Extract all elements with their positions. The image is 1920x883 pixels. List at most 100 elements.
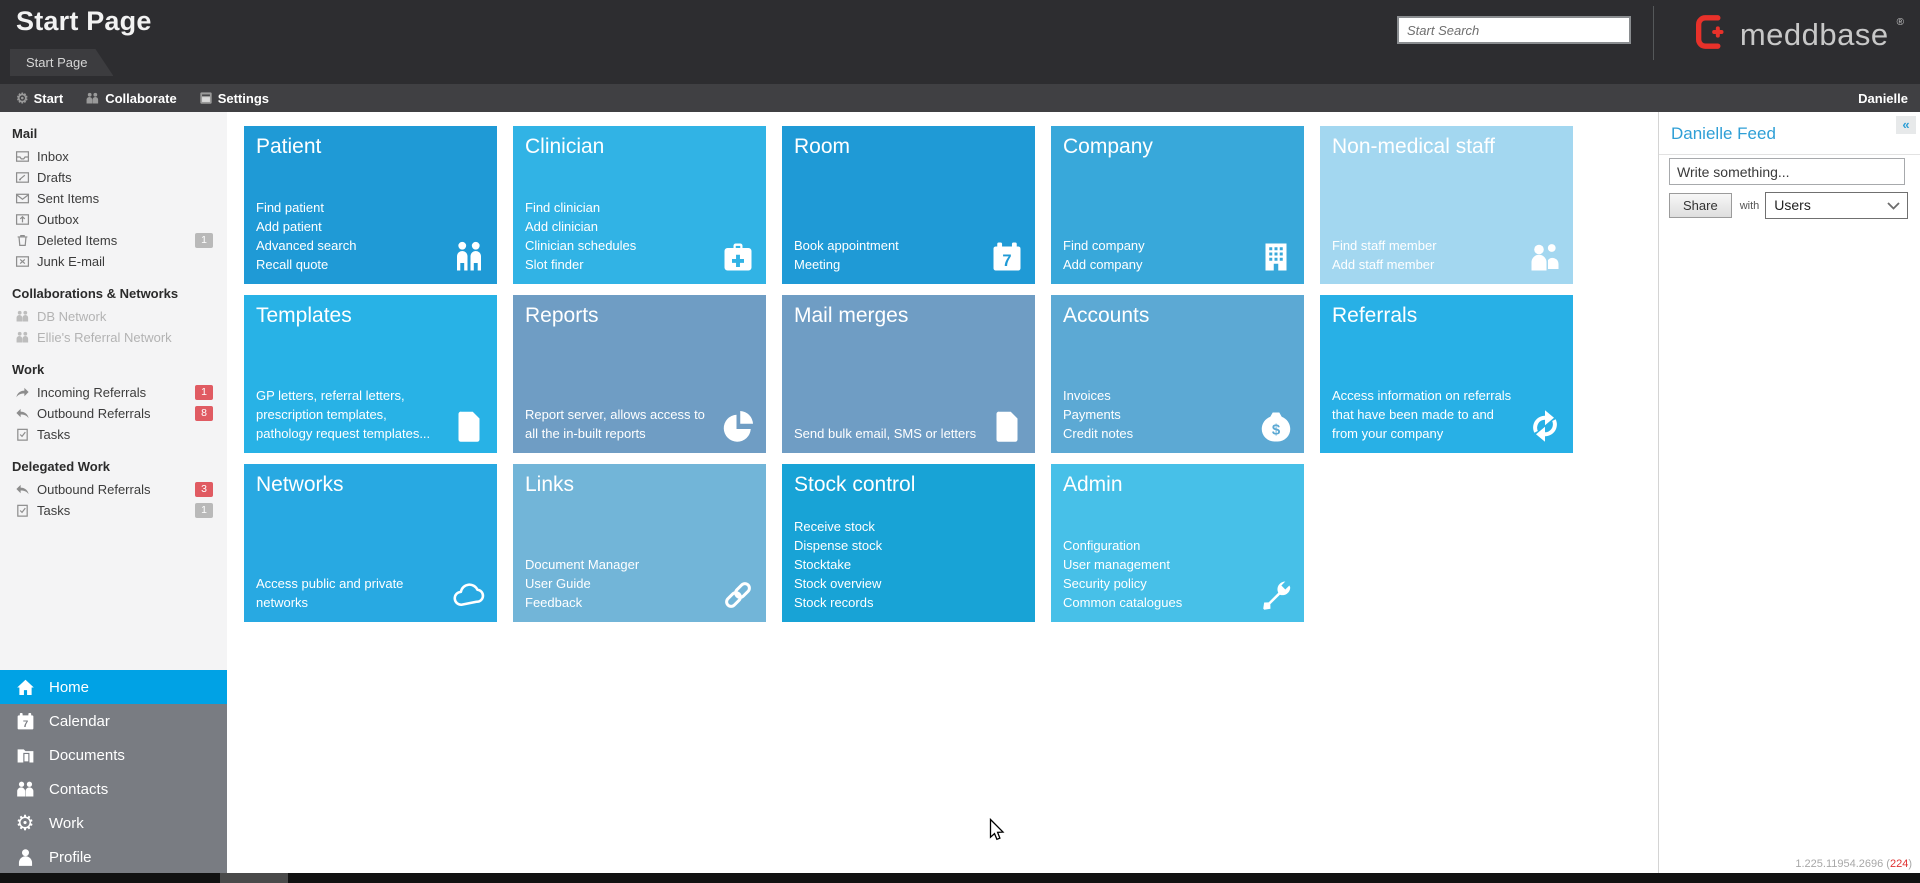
audience-selected-value: Users <box>1774 197 1811 213</box>
sidebar-item-outbox[interactable]: Outbox <box>0 209 227 230</box>
nav-item-work[interactable]: ⚙ Work <box>0 806 227 840</box>
link-security-policy[interactable]: Security policy <box>1063 576 1147 591</box>
sidebar-item-junk-email[interactable]: Junk E-mail <box>0 251 227 272</box>
nav-item-contacts[interactable]: Contacts <box>0 772 227 806</box>
gear-icon: ⚙ <box>15 811 35 835</box>
settings-button[interactable]: Settings <box>193 84 275 112</box>
sidebar-item-inbox[interactable]: Inbox <box>0 146 227 167</box>
link-add-company[interactable]: Add company <box>1063 257 1143 272</box>
tile-title[interactable]: Admin <box>1063 473 1123 496</box>
link-find-patient[interactable]: Find patient <box>256 200 324 215</box>
tile-mail-merges[interactable]: Mail merges Send bulk email, SMS or lett… <box>782 295 1035 453</box>
share-button[interactable]: Share <box>1669 193 1732 218</box>
search-input[interactable] <box>1399 18 1629 42</box>
tile-templates[interactable]: Templates GP letters, referral letters, … <box>244 295 497 453</box>
link-user-guide[interactable]: User Guide <box>525 576 591 591</box>
tile-networks[interactable]: Networks Access public and private netwo… <box>244 464 497 622</box>
sidebar-item-drafts[interactable]: Drafts <box>0 167 227 188</box>
start-menu-button[interactable]: ⚙ Start <box>16 90 64 106</box>
current-user[interactable]: Danielle <box>1858 90 1908 106</box>
link-configuration[interactable]: Configuration <box>1063 538 1141 553</box>
tile-title[interactable]: Patient <box>256 135 322 158</box>
link-feedback[interactable]: Feedback <box>525 595 583 610</box>
link-add-patient[interactable]: Add patient <box>256 219 322 234</box>
tile-patient[interactable]: Patient Find patient Add patient Advance… <box>244 126 497 284</box>
tile-title[interactable]: Referrals <box>1332 304 1418 327</box>
deleted-items-badge: 1 <box>195 233 213 248</box>
link-find-company[interactable]: Find company <box>1063 238 1145 253</box>
meddbase-logo: meddbase ® <box>1692 12 1904 57</box>
audience-select[interactable]: Users <box>1765 192 1909 219</box>
link-add-clinician[interactable]: Add clinician <box>525 219 598 234</box>
sidebar-item-incoming-referrals[interactable]: Incoming Referrals 1 <box>0 382 227 403</box>
tile-admin[interactable]: Admin Configuration User management Secu… <box>1051 464 1304 622</box>
tile-title[interactable]: Mail merges <box>794 304 909 327</box>
tile-title[interactable]: Links <box>525 473 575 496</box>
sidebar-item-db-network[interactable]: DB Network <box>0 306 227 327</box>
tile-room[interactable]: Room Book appointment Meeting 7 <box>782 126 1035 284</box>
tile-title[interactable]: Reports <box>525 304 599 327</box>
tile-accounts[interactable]: Accounts Invoices Payments Credit notes … <box>1051 295 1304 453</box>
sidebar-item-outbound-referrals[interactable]: Outbound Referrals 8 <box>0 403 227 424</box>
nav-item-profile[interactable]: Profile <box>0 840 227 874</box>
tile-title[interactable]: Stock control <box>794 473 916 496</box>
link-stocktake[interactable]: Stocktake <box>794 557 852 572</box>
tile-title[interactable]: Networks <box>256 473 344 496</box>
sidebar-item-tasks[interactable]: Tasks <box>0 424 227 445</box>
nav-item-calendar[interactable]: 7 Calendar <box>0 704 227 738</box>
link-stock-overview[interactable]: Stock overview <box>794 576 882 591</box>
profile-icon <box>13 847 37 868</box>
tile-non-medical-staff[interactable]: Non-medical staff Find staff member Add … <box>1320 126 1573 284</box>
link-document-manager[interactable]: Document Manager <box>525 557 640 572</box>
link-meeting[interactable]: Meeting <box>794 257 841 272</box>
tile-title[interactable]: Accounts <box>1063 304 1150 327</box>
tile-company[interactable]: Company Find company Add company <box>1051 126 1304 284</box>
nav-item-home[interactable]: Home <box>0 670 227 704</box>
link-add-staff-member[interactable]: Add staff member <box>1332 257 1435 272</box>
outbound-referrals-badge: 8 <box>195 406 213 421</box>
staff-icon <box>1527 239 1563 275</box>
link-slot-finder[interactable]: Slot finder <box>525 257 584 272</box>
tile-title[interactable]: Non-medical staff <box>1332 135 1496 158</box>
link-book-appointment[interactable]: Book appointment <box>794 238 899 253</box>
feed-composer-input[interactable] <box>1670 159 1904 184</box>
taskbar[interactable] <box>0 873 1920 883</box>
link-payments[interactable]: Payments <box>1063 407 1121 422</box>
tile-title[interactable]: Company <box>1063 135 1153 158</box>
sidebar-item-sent-items[interactable]: Sent Items <box>0 188 227 209</box>
tile-title[interactable]: Clinician <box>525 135 605 158</box>
link-dispense-stock[interactable]: Dispense stock <box>794 538 883 553</box>
home-icon <box>13 677 37 698</box>
link-invoices[interactable]: Invoices <box>1063 388 1111 403</box>
feed-divider <box>1659 154 1920 155</box>
link-common-catalogues[interactable]: Common catalogues <box>1063 595 1183 610</box>
nav-item-documents[interactable]: Documents <box>0 738 227 772</box>
taskbar-app-button[interactable] <box>220 873 288 883</box>
tile-clinician[interactable]: Clinician Find clinician Add clinician C… <box>513 126 766 284</box>
link-receive-stock[interactable]: Receive stock <box>794 519 875 534</box>
sidebar-item-deleted-items[interactable]: Deleted Items 1 <box>0 230 227 251</box>
tile-links[interactable]: Links Document Manager User Guide Feedba… <box>513 464 766 622</box>
tile-referrals[interactable]: Referrals Access information on referral… <box>1320 295 1573 453</box>
link-credit-notes[interactable]: Credit notes <box>1063 426 1134 441</box>
tile-title[interactable]: Templates <box>256 304 352 327</box>
link-find-clinician[interactable]: Find clinician <box>525 200 601 215</box>
app-header: Start Page Start Page meddbase ® <box>0 0 1920 84</box>
tile-title[interactable]: Room <box>794 135 851 158</box>
link-recall-quote[interactable]: Recall quote <box>256 257 329 272</box>
link-user-management[interactable]: User management <box>1063 557 1170 572</box>
tile-reports[interactable]: Reports Report server, allows access to … <box>513 295 766 453</box>
tab-start-page[interactable]: Start Page <box>10 49 113 76</box>
sidebar-item-delegated-tasks[interactable]: Tasks 1 <box>0 500 227 521</box>
link-clinician-schedules[interactable]: Clinician schedules <box>525 238 637 253</box>
collapse-panel-icon[interactable]: « <box>1896 116 1916 134</box>
link-find-staff-member[interactable]: Find staff member <box>1332 238 1437 253</box>
link-stock-records[interactable]: Stock records <box>794 595 874 610</box>
gear-icon: ⚙ <box>16 90 29 106</box>
sidebar-item-delegated-outbound-referrals[interactable]: Outbound Referrals 3 <box>0 479 227 500</box>
link-advanced-search[interactable]: Advanced search <box>256 238 357 253</box>
collaborate-button[interactable]: Collaborate <box>79 84 183 112</box>
sidebar-item-ellies-referral-network[interactable]: Ellie's Referral Network <box>0 327 227 348</box>
tile-stock-control[interactable]: Stock control Receive stock Dispense sto… <box>782 464 1035 622</box>
header-divider <box>1653 6 1654 60</box>
